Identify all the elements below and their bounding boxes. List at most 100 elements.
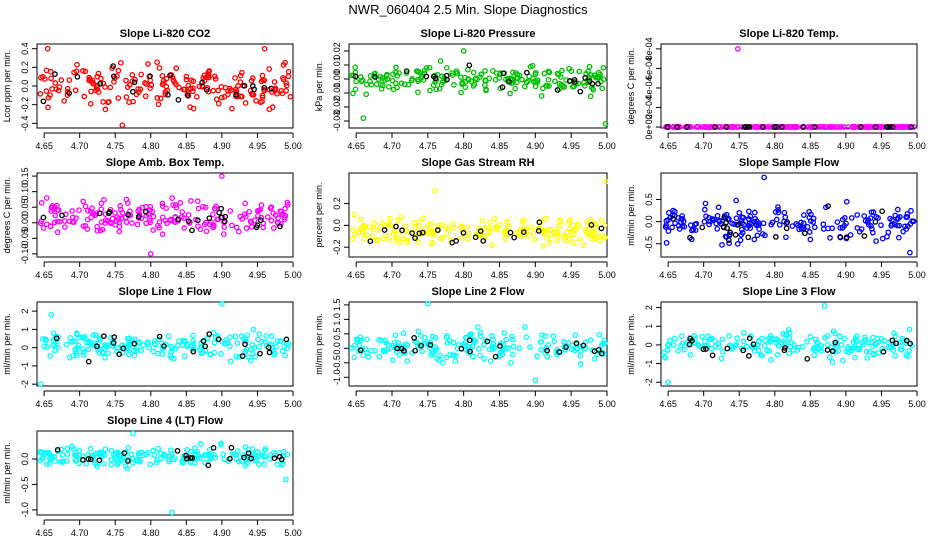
- data-point: [452, 358, 459, 364]
- reference-point: [800, 124, 807, 130]
- chart-panel: Slope Line 4 (LT) Flow ml/min per min. 4.6…: [2, 415, 302, 538]
- data-point: [675, 222, 682, 229]
- x-tick-label: 4.75: [106, 270, 124, 280]
- x-tick-label: 4.85: [491, 270, 509, 280]
- reference-point: [444, 76, 450, 83]
- outlier-point: [432, 187, 438, 194]
- data-point: [257, 99, 264, 106]
- data-point: [142, 93, 149, 100]
- data-point: [259, 92, 266, 99]
- data-point: [268, 333, 275, 340]
- data-point: [251, 345, 258, 351]
- data-point: [570, 222, 577, 229]
- data-point: [599, 340, 606, 347]
- data-point: [552, 78, 558, 85]
- data-point: [212, 76, 219, 82]
- data-point: [570, 240, 577, 246]
- data-point: [716, 124, 722, 130]
- data-point: [864, 124, 870, 130]
- data-point: [280, 62, 287, 68]
- data-point: [662, 224, 669, 230]
- reference-point: [732, 232, 739, 238]
- data-point: [75, 342, 82, 349]
- data-point: [159, 200, 166, 207]
- reference-point: [466, 62, 473, 69]
- data-point: [125, 338, 132, 345]
- reference-point: [500, 70, 507, 77]
- reference-point: [367, 238, 374, 245]
- reference-point: [233, 91, 239, 98]
- reference-point: [66, 90, 73, 97]
- x-tick-label: 4.70: [695, 399, 713, 409]
- data-point: [111, 78, 117, 85]
- data-point: [465, 76, 472, 83]
- y-tick-label: -0.5: [332, 355, 342, 371]
- data-point: [370, 226, 376, 233]
- chart-title: Slope Gas Stream RH: [421, 157, 534, 169]
- reference-point: [434, 227, 441, 234]
- reference-point: [571, 77, 578, 83]
- plot-frame: [660, 43, 918, 129]
- data-point: [135, 452, 142, 459]
- reference-point: [195, 217, 201, 224]
- outlier-point: [907, 249, 913, 256]
- y-tick-label: 2: [644, 305, 654, 310]
- data-point: [69, 219, 76, 225]
- reference-point: [472, 234, 479, 241]
- chart-title: Slope Line 2 Flow: [432, 286, 525, 298]
- data-point: [207, 351, 214, 358]
- data-point: [258, 202, 265, 208]
- data-point: [272, 212, 279, 219]
- data-point: [109, 215, 116, 222]
- data-point: [137, 458, 143, 465]
- data-point: [168, 343, 175, 350]
- data-point: [847, 232, 854, 238]
- data-point: [786, 330, 793, 336]
- data-point: [899, 346, 905, 353]
- data-point: [738, 226, 745, 233]
- x-tick-label: 4.80: [455, 270, 473, 280]
- data-point: [194, 448, 201, 455]
- data-point: [43, 195, 50, 201]
- y-tick-label: 0.00: [20, 214, 30, 232]
- data-point: [538, 93, 545, 99]
- reference-point: [506, 78, 512, 85]
- data-point: [356, 342, 363, 349]
- data-point: [908, 207, 914, 214]
- y-axis-label: Lcor ppm per min.: [2, 50, 12, 123]
- data-point: [251, 452, 258, 459]
- reference-point: [699, 224, 706, 231]
- reference-point: [419, 229, 426, 236]
- data-point: [236, 354, 243, 360]
- data-point: [170, 456, 176, 463]
- x-tick-label: 4.65: [347, 399, 365, 409]
- data-point: [125, 351, 132, 358]
- data-point: [108, 456, 114, 463]
- chart-title: Slope Li-820 Pressure: [421, 28, 536, 40]
- reference-point: [106, 210, 112, 217]
- data-point: [558, 81, 565, 88]
- data-point: [379, 220, 386, 226]
- data-point: [173, 81, 180, 88]
- reference-point: [843, 234, 850, 241]
- data-point: [80, 349, 87, 355]
- data-point: [529, 62, 536, 69]
- data-point: [580, 242, 587, 249]
- data-point: [515, 228, 522, 235]
- data-point: [450, 221, 456, 227]
- data-point: [700, 124, 707, 130]
- data-point: [274, 338, 281, 344]
- data-point: [843, 198, 850, 205]
- data-point: [554, 229, 560, 235]
- data-point: [372, 70, 378, 77]
- reference-point: [511, 234, 517, 241]
- reference-point: [802, 230, 808, 237]
- data-point: [256, 331, 263, 337]
- x-tick-label: 4.95: [873, 141, 891, 151]
- reference-point: [535, 227, 542, 234]
- reference-point: [206, 215, 213, 222]
- x-tick-label: 4.70: [71, 270, 89, 280]
- data-point: [90, 332, 97, 339]
- y-tick-label: 2e-04: [644, 96, 654, 119]
- data-point: [86, 339, 92, 346]
